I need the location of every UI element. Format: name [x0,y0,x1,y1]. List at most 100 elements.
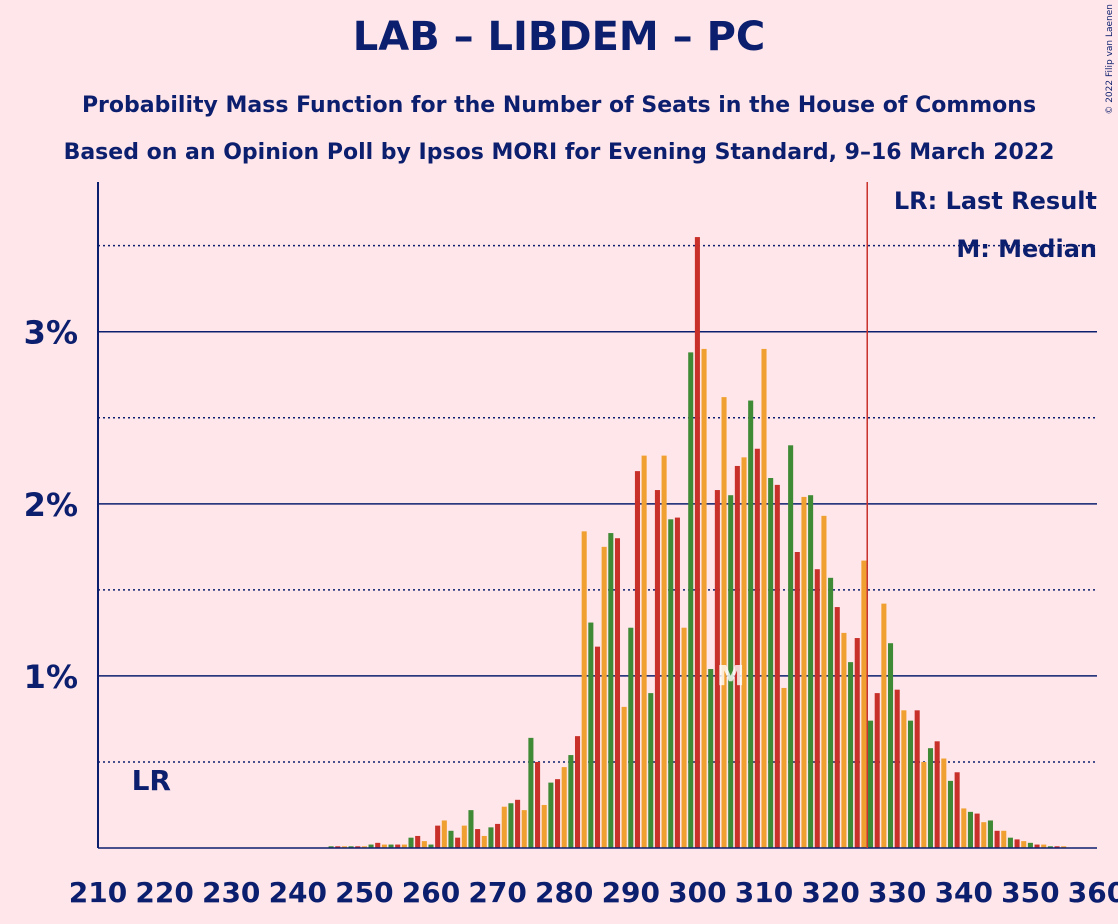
bar [874,693,880,848]
bar [355,846,361,848]
bar [1014,839,1020,848]
bar [907,720,914,848]
bar [328,846,334,848]
bar [714,490,720,848]
bar [901,710,907,848]
bar [1021,841,1027,848]
y-tick-label: 1% [24,658,78,696]
chart-title: LAB – LIBDEM – PC [353,14,766,60]
bar [1034,844,1040,848]
bar [854,638,860,848]
bar [994,830,1000,848]
bar [528,737,534,848]
bar [888,643,894,848]
bar [987,820,993,848]
x-tick-label: 260 [402,876,460,909]
x-tick-label: 300 [668,876,726,909]
bar [535,761,541,848]
x-tick-label: 340 [935,876,993,909]
bar [754,448,760,848]
bar [848,662,854,848]
bar [628,627,634,848]
bar [794,552,800,848]
bar [941,758,947,848]
bar [834,607,840,848]
bar [1041,844,1047,848]
bar [881,603,887,848]
bar [608,533,614,848]
bar [728,495,734,848]
bar [648,693,654,848]
bar [808,495,814,848]
bar [568,755,574,848]
bar [748,400,754,848]
bar [335,846,341,848]
legend-entry: LR: Last Result [894,187,1097,215]
x-tick-label: 240 [269,876,327,909]
bar [1061,846,1067,848]
bar [428,844,434,848]
bar [741,457,747,848]
x-tick-label: 220 [135,876,193,909]
bar [1007,837,1013,848]
x-tick-label: 360 [1068,876,1118,909]
bar [1001,830,1007,848]
bar [841,632,847,848]
bar [501,806,507,848]
bar [947,780,954,848]
x-tick-label: 210 [69,876,127,909]
bar [1054,846,1060,848]
bar [495,823,501,848]
bar [674,517,680,848]
bar [401,844,407,848]
bar [381,844,387,848]
bar [814,569,820,848]
bar [668,519,674,848]
bar [927,748,934,848]
x-tick-label: 280 [535,876,593,909]
bar [781,687,787,848]
bar [541,804,547,848]
x-tick-label: 350 [1001,876,1059,909]
bar [408,837,414,848]
y-tick-label: 2% [24,486,78,524]
bar [861,560,867,848]
bar [415,835,421,848]
copyright: © 2022 Filip van Laenen [1105,4,1115,115]
bar [894,689,900,848]
bar [708,669,714,848]
x-tick-label: 270 [468,876,526,909]
bar [348,846,354,848]
bar [441,820,447,848]
bar [581,531,587,848]
bar [721,397,727,848]
bar [981,822,987,848]
bar [681,627,687,848]
subtitle: Probability Mass Function for the Number… [82,93,1036,118]
bar [761,348,767,848]
bar [461,825,467,848]
bar [934,741,940,848]
bar [661,455,667,848]
bar [421,841,427,848]
bar [801,496,807,848]
subtitle: Based on an Opinion Poll by Ipsos MORI f… [64,140,1055,165]
bar [1027,842,1033,848]
bar [634,471,640,848]
bar [774,484,780,848]
bar [448,830,454,848]
bar [368,844,374,848]
bar [361,846,367,848]
x-tick-label: 230 [202,876,260,909]
bar [961,808,967,848]
bar [621,706,627,848]
bar [768,478,774,848]
bar [588,622,594,848]
bar [468,810,474,848]
bar [481,835,487,848]
bar [1047,846,1053,848]
bar [654,490,660,848]
median-label: M [717,659,745,692]
x-tick-label: 320 [801,876,859,909]
bar [688,352,694,848]
